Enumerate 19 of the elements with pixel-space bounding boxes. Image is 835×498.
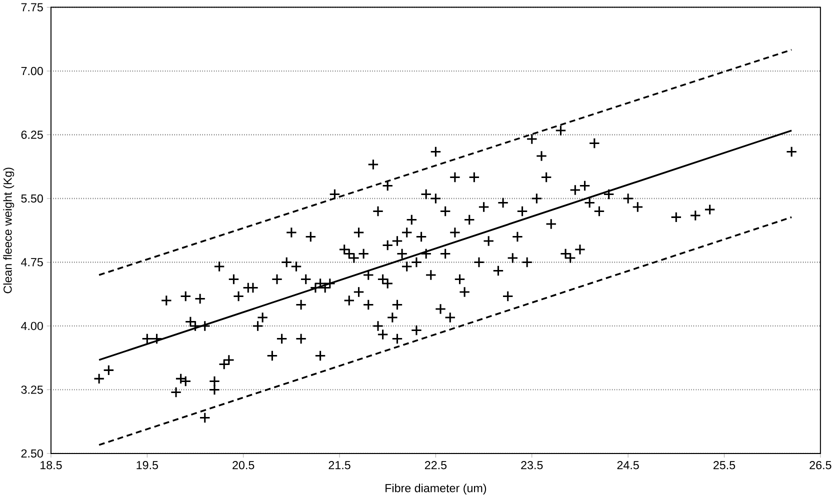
x-tick-label: 24.5 [617,461,639,470]
y-tick-label: 2.50 [21,449,43,458]
x-tick-label: 20.5 [232,461,254,470]
y-tick-label: 7.75 [21,3,43,12]
x-tick-label: 22.5 [424,461,447,470]
x-tick-label: 19.5 [136,461,158,470]
y-axis-title: Clean fleece weight (Kg) [3,168,14,294]
x-tick-label: 25.5 [714,461,736,470]
x-tick-label: 21.5 [328,461,350,470]
y-tick-label: 5.50 [21,194,43,203]
y-tick-label: 6.25 [21,130,43,139]
x-tick-label: 18.5 [40,461,62,470]
x-tick-label: 23.5 [521,461,543,470]
y-tick-label: 4.75 [21,258,43,266]
y-tick-label: 4.00 [21,322,43,330]
y-tick-label: 3.25 [21,386,43,394]
x-tick-label: 26.5 [810,461,832,470]
x-axis-title: Fibre diameter (um) [386,484,486,495]
y-tick-label: 7.00 [21,67,43,76]
